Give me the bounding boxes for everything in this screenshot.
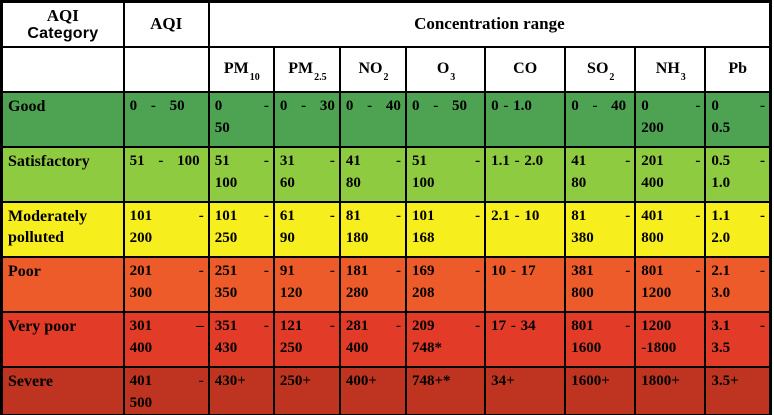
pm10-symbol: PM <box>223 60 249 77</box>
table-row-very-poor: Very poor 301 – 400 351 - 430 121 - 250 … <box>0 310 772 368</box>
cell-pm10: 0 - 50 <box>207 90 275 148</box>
cell-co: 17 - 34 <box>484 310 567 368</box>
cell-nh3: 801 - 1200 <box>634 255 707 313</box>
cell-pm25: 61 - 90 <box>272 200 341 258</box>
header-aqi-category: AQI Category <box>0 0 125 48</box>
cell-pm25: 121 - 250 <box>272 310 341 368</box>
cell-category: Good <box>0 90 125 148</box>
cell-co: 2.1 - 10 <box>484 200 567 258</box>
no2-subscript: 2 <box>383 72 389 84</box>
column-header-no2: NO2 <box>338 45 408 93</box>
cell-no2: 181 - 280 <box>338 255 408 313</box>
column-header-nh3: NH3 <box>634 45 707 93</box>
cell-o3: 101 - 168 <box>404 200 487 258</box>
cell-co: 34+ <box>484 365 567 415</box>
cell-pm10: 251 - 350 <box>207 255 275 313</box>
cell-pm10: 101 - 250 <box>207 200 275 258</box>
cell-pb: 3.1 - 3.5 <box>704 310 772 368</box>
table-row-satisfactory: Satisfactory 51 - 100 51 - 100 31 - 60 4… <box>0 145 772 203</box>
so2-subscript: 2 <box>609 72 615 84</box>
column-header-co: CO <box>484 45 567 93</box>
pm10-subscript: 10 <box>249 72 260 84</box>
cell-pb: 3.5+ <box>704 365 772 415</box>
cell-pb: 0.5 - 1.0 <box>704 145 772 203</box>
cell-co: 10 - 17 <box>484 255 567 313</box>
column-header-pm10: PM10 <box>207 45 275 93</box>
cell-pm25: 250+ <box>272 365 341 415</box>
cell-pb: 2.1 - 3.0 <box>704 255 772 313</box>
table-row-moderately-polluted: Moderately polluted 101 - 200 101 - 250 … <box>0 200 772 258</box>
cell-o3: 748+* <box>404 365 487 415</box>
cell-no2: 281 - 400 <box>338 310 408 368</box>
header-empty-category <box>0 45 125 93</box>
cell-aqi-range: 301 – 400 <box>122 310 210 368</box>
cell-nh3: 201 - 400 <box>634 145 707 203</box>
cell-category: Satisfactory <box>0 145 125 203</box>
cell-o3: 51 - 100 <box>404 145 487 203</box>
header-aqi-category-line2: Category <box>27 24 99 42</box>
cell-aqi-range: 51 - 100 <box>122 145 210 203</box>
pm25-symbol: PM <box>288 60 314 77</box>
cell-no2: 41 - 80 <box>338 145 408 203</box>
cell-category: Very poor <box>0 310 125 368</box>
pm25-subscript: 2.5 <box>314 72 327 84</box>
cell-pm25: 31 - 60 <box>272 145 341 203</box>
table-row-good: Good 0 - 50 0 - 50 0 - 30 0 - 40 0 - 50 … <box>0 90 772 148</box>
cell-no2: 0 - 40 <box>338 90 408 148</box>
nh3-subscript: 3 <box>680 72 686 84</box>
cell-aqi-range: 0 - 50 <box>122 90 210 148</box>
column-header-pm25: PM2.5 <box>272 45 341 93</box>
cell-no2: 81 - 180 <box>338 200 408 258</box>
cell-category: Poor <box>0 255 125 313</box>
cell-pb: 1.1 - 2.0 <box>704 200 772 258</box>
cell-so2: 381 - 800 <box>564 255 637 313</box>
o3-symbol: O <box>436 60 450 77</box>
header-aqi-category-line1: AQI <box>46 5 79 25</box>
header-empty-aqi <box>122 45 210 93</box>
cell-aqi-range: 401 - 500 <box>122 365 210 415</box>
header-aqi: AQI <box>122 0 210 48</box>
cell-so2: 81 - 380 <box>564 200 637 258</box>
cell-o3: 209 - 748* <box>404 310 487 368</box>
header-concentration-range: Concentration range <box>207 0 772 48</box>
cell-o3: 0 - 50 <box>404 90 487 148</box>
cell-pm25: 0 - 30 <box>272 90 341 148</box>
column-header-o3: O3 <box>404 45 487 93</box>
cell-nh3: 401 - 800 <box>634 200 707 258</box>
cell-nh3: 1800+ <box>634 365 707 415</box>
cell-category: Severe <box>0 365 125 415</box>
cell-so2: 0 - 40 <box>564 90 637 148</box>
cell-pm10: 51 - 100 <box>207 145 275 203</box>
co-symbol: CO <box>513 60 538 77</box>
cell-pb: 0 - 0.5 <box>704 90 772 148</box>
cell-no2: 400+ <box>338 365 408 415</box>
cell-o3: 169 - 208 <box>404 255 487 313</box>
column-header-pb: Pb <box>704 45 772 93</box>
cell-so2: 1600+ <box>564 365 637 415</box>
cell-nh3: 1200 -1800 <box>634 310 707 368</box>
cell-aqi-range: 101 - 200 <box>122 200 210 258</box>
column-header-so2: SO2 <box>564 45 637 93</box>
cell-pm10: 430+ <box>207 365 275 415</box>
cell-nh3: 0 - 200 <box>634 90 707 148</box>
nh3-symbol: NH <box>655 60 680 77</box>
so2-symbol: SO <box>587 60 609 77</box>
cell-co: 0 - 1.0 <box>484 90 567 148</box>
o3-subscript: 3 <box>450 72 456 84</box>
pb-symbol: Pb <box>728 60 747 77</box>
header-row-pollutants: PM10 PM2.5 NO2 O3 CO SO2 NH3 Pb <box>0 45 772 93</box>
cell-aqi-range: 201 - 300 <box>122 255 210 313</box>
cell-pm10: 351 - 430 <box>207 310 275 368</box>
table-row-poor: Poor 201 - 300 251 - 350 91 - 120 181 - … <box>0 255 772 313</box>
cell-so2: 801 - 1600 <box>564 310 637 368</box>
cell-pm25: 91 - 120 <box>272 255 341 313</box>
cell-category: Moderately polluted <box>0 200 125 258</box>
header-row-top: AQI Category AQI Concentration range <box>0 0 772 48</box>
table-row-severe: Severe 401 - 500 430+ 250+ 400+ 748+* 34… <box>0 365 772 415</box>
no2-symbol: NO <box>358 60 383 77</box>
cell-co: 1.1 - 2.0 <box>484 145 567 203</box>
cell-so2: 41 - 80 <box>564 145 637 203</box>
